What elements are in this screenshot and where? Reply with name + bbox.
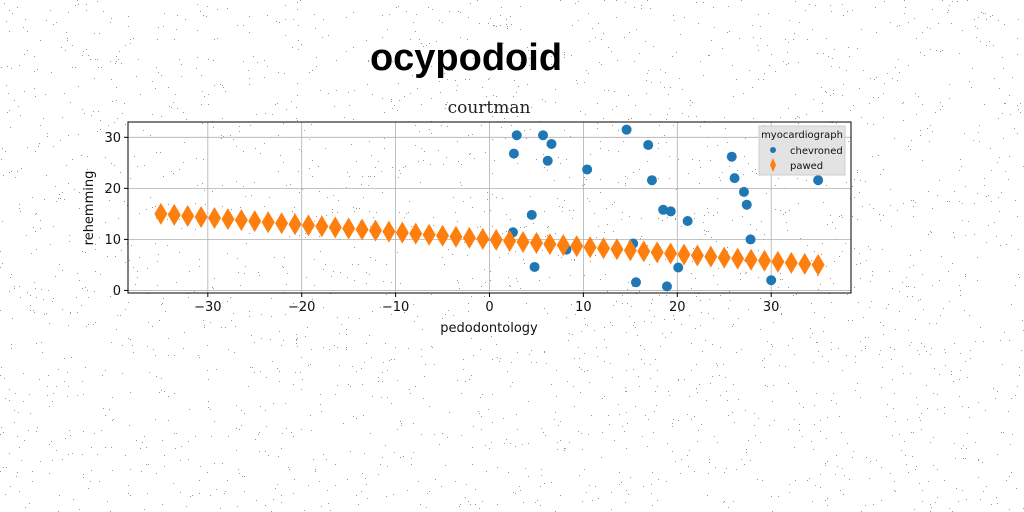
data-point-chevroned bbox=[661, 281, 672, 292]
data-point-chevroned bbox=[643, 139, 654, 150]
y-tick-label: 20 bbox=[104, 182, 121, 197]
x-axis-label: pedodontology bbox=[440, 321, 538, 336]
y-axis-label: rehemming bbox=[82, 171, 97, 246]
data-point-chevroned bbox=[582, 164, 593, 175]
data-point-pawed bbox=[503, 229, 517, 252]
data-point-chevroned bbox=[621, 124, 632, 135]
data-point-chevroned bbox=[511, 130, 522, 141]
data-point-pawed bbox=[221, 208, 235, 231]
data-point-chevroned bbox=[766, 275, 777, 286]
data-point-pawed bbox=[261, 211, 275, 234]
data-point-pawed bbox=[382, 220, 396, 243]
data-point-pawed bbox=[771, 250, 785, 273]
ticks: −30 −20 −10 0 10 20 30 0 10 20 30 bbox=[104, 131, 779, 315]
data-point-pawed bbox=[476, 227, 490, 250]
data-point-pawed bbox=[449, 225, 463, 248]
data-point-pawed bbox=[234, 209, 248, 232]
data-point-pawed bbox=[288, 213, 302, 236]
y-tick-label: 10 bbox=[104, 233, 121, 248]
data-point-pawed bbox=[194, 206, 208, 229]
data-point-pawed bbox=[422, 223, 436, 246]
legend: myocardiograph chevroned pawed bbox=[758, 125, 846, 176]
data-point-chevroned bbox=[726, 151, 737, 162]
data-point-pawed bbox=[744, 248, 758, 271]
y-tick-label: 30 bbox=[104, 131, 121, 146]
x-tick-label: −20 bbox=[288, 300, 315, 315]
legend-marker-pawed bbox=[770, 158, 776, 172]
legend-label-chevroned: chevroned bbox=[790, 146, 843, 157]
data-point-pawed bbox=[395, 221, 409, 244]
x-tick-label: −30 bbox=[194, 300, 221, 315]
legend-marker-chevroned bbox=[770, 147, 776, 153]
data-point-pawed bbox=[489, 228, 503, 251]
data-point-pawed bbox=[717, 246, 731, 269]
data-point-chevroned bbox=[729, 173, 740, 184]
data-point-chevroned bbox=[538, 130, 549, 141]
x-tick-label: 30 bbox=[763, 300, 780, 315]
data-point-pawed bbox=[583, 236, 597, 259]
data-point-pawed bbox=[342, 217, 356, 240]
data-point-chevroned bbox=[813, 175, 824, 186]
data-point-pawed bbox=[315, 215, 329, 238]
legend-title: myocardiograph bbox=[761, 130, 843, 141]
x-tick-label: −10 bbox=[382, 300, 409, 315]
data-point-chevroned bbox=[646, 175, 657, 186]
data-point-chevroned bbox=[526, 209, 537, 220]
data-point-pawed bbox=[664, 242, 678, 265]
data-point-pawed bbox=[529, 232, 543, 255]
data-point-pawed bbox=[677, 243, 691, 266]
chart-suptitle: ocypodoid bbox=[370, 37, 562, 79]
data-point-pawed bbox=[154, 202, 168, 225]
data-point-pawed bbox=[167, 203, 181, 226]
data-point-pawed bbox=[543, 233, 557, 256]
data-point-pawed bbox=[650, 241, 664, 264]
data-point-pawed bbox=[409, 222, 423, 245]
x-tick-label: 20 bbox=[669, 300, 686, 315]
data-point-chevroned bbox=[546, 138, 557, 149]
data-point-pawed bbox=[436, 224, 450, 247]
data-point-pawed bbox=[637, 240, 651, 263]
data-point-pawed bbox=[275, 212, 289, 235]
data-point-pawed bbox=[181, 204, 195, 227]
data-point-pawed bbox=[690, 244, 704, 267]
data-point-chevroned bbox=[542, 155, 553, 166]
data-point-pawed bbox=[610, 238, 624, 261]
data-point-chevroned bbox=[682, 216, 693, 227]
data-point-chevroned bbox=[529, 261, 540, 272]
data-point-pawed bbox=[248, 210, 262, 233]
data-point-pawed bbox=[784, 251, 798, 274]
data-point-chevroned bbox=[630, 277, 641, 288]
data-point-pawed bbox=[516, 231, 530, 254]
x-tick-label: 0 bbox=[485, 300, 493, 315]
legend-label-pawed: pawed bbox=[790, 161, 823, 172]
data-point-pawed bbox=[623, 239, 637, 262]
data-point-pawed bbox=[208, 207, 222, 230]
data-point-pawed bbox=[355, 218, 369, 241]
data-point-chevroned bbox=[658, 204, 669, 215]
data-point-chevroned bbox=[741, 199, 752, 210]
data-point-pawed bbox=[798, 252, 812, 275]
data-point-chevroned bbox=[738, 186, 749, 197]
data-point-pawed bbox=[811, 253, 825, 276]
data-point-pawed bbox=[368, 219, 382, 242]
data-point-chevroned bbox=[508, 148, 519, 159]
data-point-pawed bbox=[328, 216, 342, 239]
data-point-pawed bbox=[704, 245, 718, 268]
data-point-pawed bbox=[597, 237, 611, 260]
data-point-pawed bbox=[301, 214, 315, 237]
data-point-pawed bbox=[757, 249, 771, 272]
data-point-chevroned bbox=[665, 206, 676, 217]
chart-title: courtman bbox=[448, 98, 531, 118]
grid bbox=[128, 122, 851, 293]
data-point-pawed bbox=[731, 247, 745, 270]
y-tick-label: 0 bbox=[113, 284, 121, 299]
x-tick-label: 10 bbox=[575, 300, 592, 315]
data-point-pawed bbox=[462, 226, 476, 249]
data-point-pawed bbox=[570, 235, 584, 258]
data-point-chevroned bbox=[745, 234, 756, 245]
data-point-pawed bbox=[556, 234, 570, 257]
data-point-chevroned bbox=[673, 262, 684, 273]
plot-area bbox=[154, 124, 825, 292]
